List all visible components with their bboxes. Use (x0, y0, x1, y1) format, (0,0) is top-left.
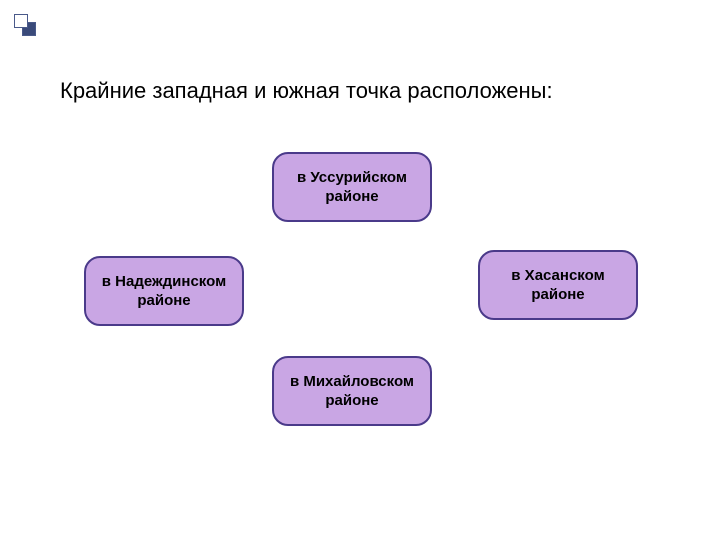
question-title: Крайние западная и южная точка расположе… (60, 78, 553, 104)
option-label: в Хасанском районе (486, 266, 630, 305)
option-ussuriysky[interactable]: в Уссурийском районе (272, 152, 432, 222)
option-label: в Михайловском районе (280, 372, 424, 411)
corner-decoration (14, 14, 38, 38)
option-khasansky[interactable]: в Хасанском районе (478, 250, 638, 320)
option-nadezhdinsky[interactable]: в Надеждинском районе (84, 256, 244, 326)
option-label: в Надеждинском районе (92, 272, 236, 311)
option-label: в Уссурийском районе (280, 168, 424, 207)
option-mikhaylovsky[interactable]: в Михайловском районе (272, 356, 432, 426)
